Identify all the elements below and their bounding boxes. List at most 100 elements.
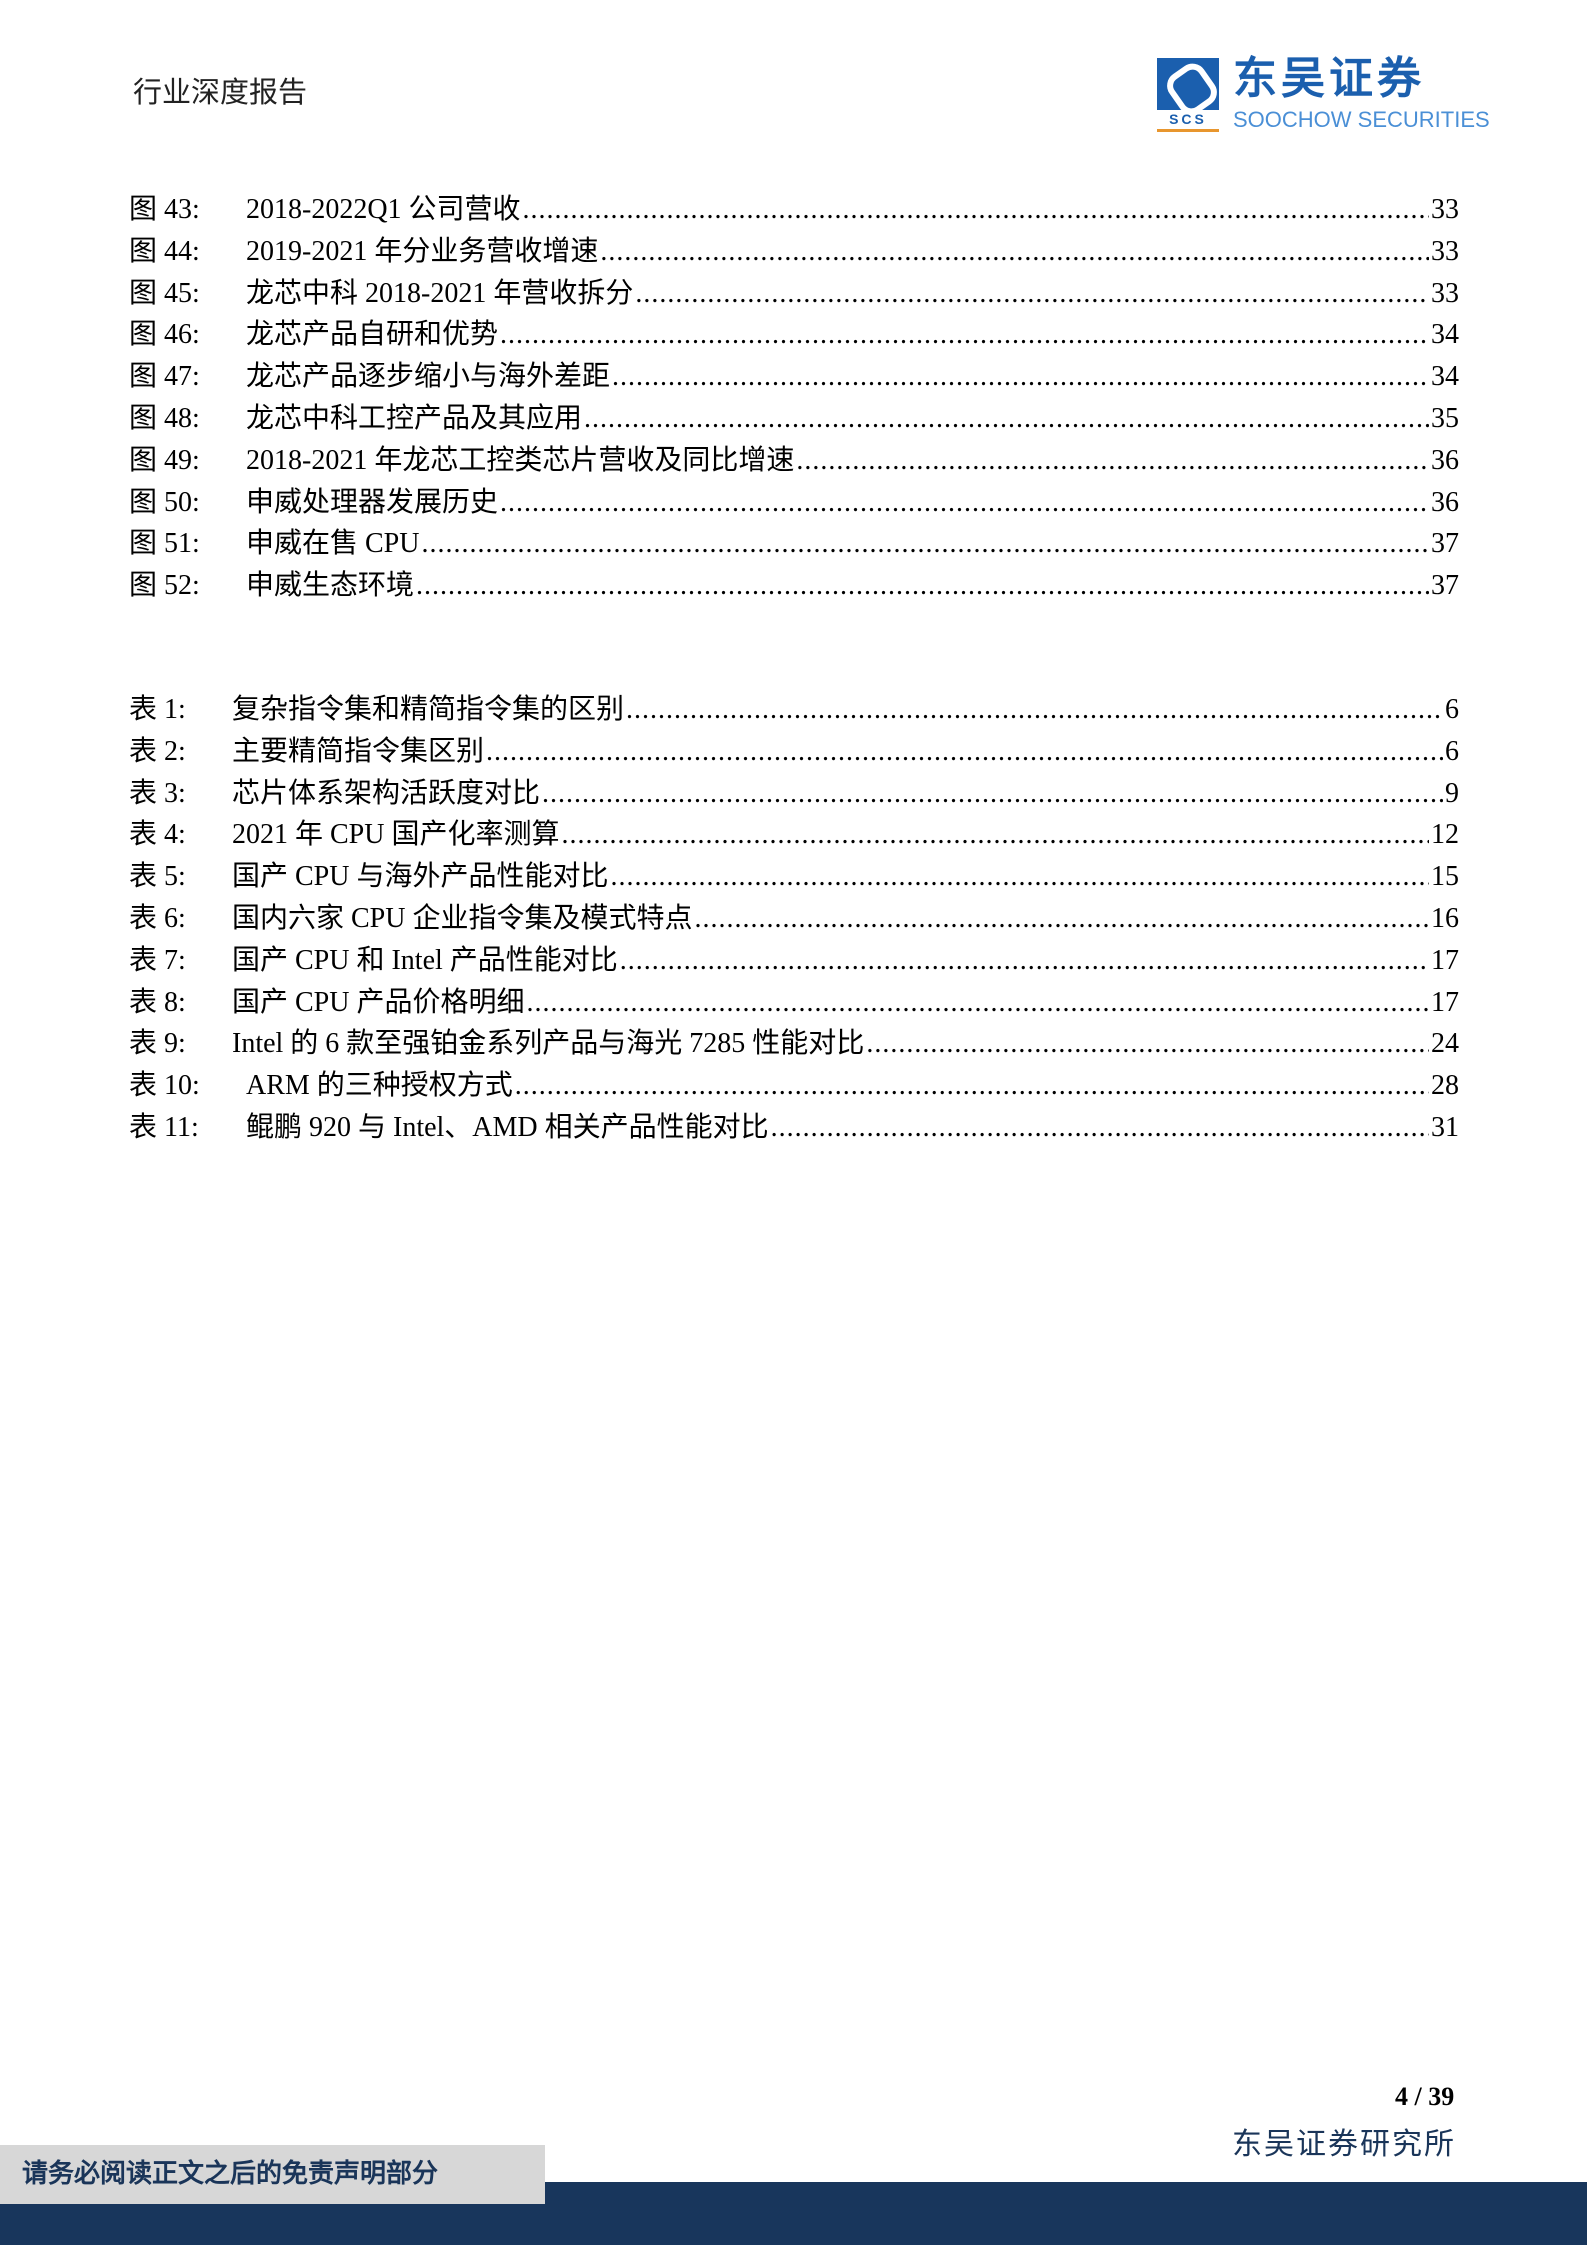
entry-title: 国产 CPU 和 Intel 产品性能对比: [232, 944, 618, 976]
entry-page: 9: [1445, 777, 1459, 809]
dot-leader: [542, 773, 1443, 815]
logo-mark-icon: [1157, 58, 1219, 110]
entry-page: 24: [1431, 1028, 1459, 1060]
toc-entry[interactable]: 表 6: 国内六家 CPU 企业指令集及模式特点 16: [129, 898, 1459, 940]
dot-leader: [612, 356, 1429, 398]
toc-entry[interactable]: 表 8: 国产 CPU 产品价格明细 17: [129, 982, 1459, 1024]
disclaimer-box: [0, 2145, 545, 2204]
entry-title: 国内六家 CPU 企业指令集及模式特点: [232, 902, 693, 934]
toc-entry[interactable]: 图 50: 申威处理器发展历史 36: [129, 482, 1459, 524]
toc-entry[interactable]: 图 43: 2018-2022Q1 公司营收 33: [129, 189, 1459, 231]
entry-title: 鲲鹏 920 与 Intel、AMD 相关产品性能对比: [246, 1111, 769, 1143]
entry-label: 图 44:: [129, 235, 200, 267]
toc-entry[interactable]: 表 9: Intel 的 6 款至强铂金系列产品与海光 7285 性能对比 24: [129, 1023, 1459, 1065]
entry-label: 图 43:: [129, 194, 200, 225]
toc-entry[interactable]: 图 46: 龙芯产品自研和优势 34: [129, 314, 1459, 356]
soochow-securities-logo: SCS 东吴证券 SOOCHOW SECURITIES: [1157, 53, 1490, 134]
entry-page: 15: [1431, 861, 1459, 893]
entry-label: 表 4:: [129, 819, 186, 851]
dot-leader: [500, 482, 1429, 524]
toc-entry[interactable]: 图 51: 申威在售 CPU 37: [129, 523, 1459, 565]
dot-leader: [486, 731, 1443, 773]
entry-title: 2018-2021 年龙芯工控类芯片营收及同比增速: [246, 444, 795, 476]
toc-entry[interactable]: 表 11: 鲲鹏 920 与 Intel、AMD 相关产品性能对比 31: [129, 1107, 1459, 1149]
entry-page: 17: [1431, 986, 1459, 1018]
toc-entry[interactable]: 图 48: 龙芯中科工控产品及其应用 35: [129, 398, 1459, 440]
toc-entry[interactable]: 表 10: ARM 的三种授权方式 28: [129, 1065, 1459, 1107]
entry-page: 33: [1431, 277, 1459, 309]
entry-label: 图 48:: [129, 402, 200, 434]
entry-page: 17: [1431, 944, 1459, 976]
entry-page: 36: [1431, 444, 1459, 476]
logo-underline: [1157, 129, 1219, 132]
dot-leader: [796, 440, 1429, 482]
entry-title: 龙芯产品逐步缩小与海外差距: [246, 361, 611, 393]
entry-title: 复杂指令集和精简指令集的区别: [232, 694, 625, 725]
entry-label: 表 3:: [129, 777, 186, 809]
entry-label: 图 52:: [129, 570, 200, 602]
entry-title: 2018-2022Q1 公司营收: [246, 194, 521, 225]
toc-entry[interactable]: 图 45: 龙芯中科 2018-2021 年营收拆分 33: [129, 273, 1459, 315]
toc-entry[interactable]: 表 4: 2021 年 CPU 国产化率测算 12: [129, 814, 1459, 856]
dot-leader: [561, 814, 1429, 856]
toc-entry[interactable]: 表 3: 芯片体系架构活跃度对比 9: [129, 773, 1459, 815]
toc-entry[interactable]: 图 44: 2019-2021 年分业务营收增速 33: [129, 231, 1459, 273]
dot-leader: [526, 982, 1429, 1024]
entry-label: 表 9:: [129, 1028, 186, 1060]
entry-page: 33: [1431, 194, 1459, 225]
entry-label: 表 2:: [129, 735, 186, 767]
entry-title: 申威处理器发展历史: [246, 486, 499, 518]
entry-title: 龙芯中科工控产品及其应用: [246, 402, 583, 434]
entry-title: 国产 CPU 与海外产品性能对比: [232, 861, 609, 893]
dot-leader: [694, 898, 1429, 940]
entry-page: 28: [1431, 1070, 1459, 1102]
entry-label: 图 49:: [129, 444, 200, 476]
dot-leader: [523, 189, 1429, 231]
entry-title: 申威生态环境: [246, 570, 415, 602]
entry-title: 龙芯产品自研和优势: [246, 319, 499, 351]
entry-title: 龙芯中科 2018-2021 年营收拆分: [246, 277, 634, 309]
entry-page: 34: [1431, 319, 1459, 351]
entry-page: 12: [1431, 819, 1459, 851]
dot-leader: [500, 314, 1429, 356]
entry-label: 表 1:: [129, 694, 186, 725]
entry-title: ARM 的三种授权方式: [246, 1070, 513, 1102]
dot-leader: [771, 1107, 1429, 1149]
dot-leader: [584, 398, 1429, 440]
entry-title: Intel 的 6 款至强铂金系列产品与海光 7285 性能对比: [232, 1028, 865, 1060]
toc-entry[interactable]: 图 47: 龙芯产品逐步缩小与海外差距 34: [129, 356, 1459, 398]
entry-title: 芯片体系架构活跃度对比: [232, 777, 541, 809]
logo-cn: 东吴证券: [1233, 53, 1425, 104]
logo-en: SOOCHOW SECURITIES: [1233, 107, 1490, 132]
toc-entry[interactable]: 表 5: 国产 CPU 与海外产品性能对比 15: [129, 856, 1459, 898]
dot-leader: [866, 1023, 1429, 1065]
dot-leader: [515, 1065, 1429, 1107]
toc-entry[interactable]: 表 1: 复杂指令集和精简指令集的区别 6: [129, 689, 1459, 731]
institute-name: 东吴证券研究所: [1232, 2128, 1456, 2161]
toc-entry[interactable]: 图 52: 申威生态环境 37: [129, 565, 1459, 607]
dot-leader: [600, 231, 1429, 273]
entry-label: 表 7:: [129, 944, 186, 976]
entry-page: 33: [1431, 235, 1459, 267]
table-list: 表 1: 复杂指令集和精简指令集的区别 6 表 2: 主要精简指令集区别 6 表 3: 芯片体…: [129, 689, 1459, 1149]
entry-label: 图 50:: [129, 486, 200, 518]
entry-page: 6: [1445, 694, 1459, 725]
entry-page: 31: [1431, 1111, 1459, 1143]
dot-leader: [626, 689, 1443, 731]
entry-label: 图 51:: [129, 528, 200, 560]
entry-label: 图 47:: [129, 361, 200, 393]
entry-label: 表 10:: [129, 1070, 200, 1102]
dot-leader: [610, 856, 1429, 898]
entry-label: 表 11:: [129, 1111, 199, 1143]
entry-page: 37: [1431, 570, 1459, 602]
toc-entry[interactable]: 表 2: 主要精简指令集区别 6: [129, 731, 1459, 773]
toc-entry[interactable]: 图 49: 2018-2021 年龙芯工控类芯片营收及同比增速 36: [129, 440, 1459, 482]
logo-scs: SCS: [1169, 111, 1207, 127]
entry-label: 表 8:: [129, 986, 186, 1018]
dot-leader: [620, 940, 1429, 982]
entry-title: 2019-2021 年分业务营收增速: [246, 235, 599, 267]
toc-entry[interactable]: 表 7: 国产 CPU 和 Intel 产品性能对比 17: [129, 940, 1459, 982]
entry-page: 16: [1431, 902, 1459, 934]
entry-page: 37: [1431, 528, 1459, 560]
entry-title: 2021 年 CPU 国产化率测算: [232, 819, 560, 851]
